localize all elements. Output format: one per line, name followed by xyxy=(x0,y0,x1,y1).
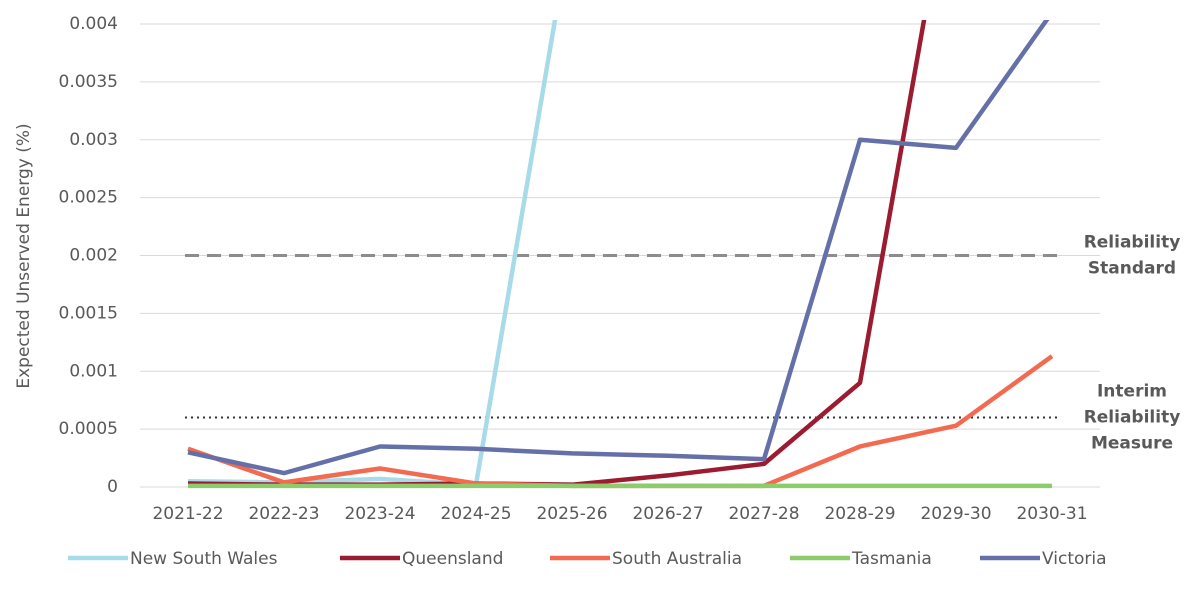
y-tick-label: 0.0035 xyxy=(59,72,118,92)
y-tick-label: 0.002 xyxy=(69,246,118,266)
reference-label: Interim xyxy=(1097,382,1167,402)
legend-label: Tasmania xyxy=(851,549,932,569)
x-tick-label: 2027-28 xyxy=(728,504,799,524)
reference-label: Measure xyxy=(1091,434,1173,454)
x-tick-label: 2029-30 xyxy=(920,504,991,524)
x-tick-label: 2024-25 xyxy=(440,504,511,524)
series-line xyxy=(187,20,927,487)
series-line xyxy=(187,354,1054,489)
reference-label: Reliability xyxy=(1084,408,1181,428)
legend-label: Queensland xyxy=(402,549,503,569)
series-line xyxy=(187,20,1050,476)
series-line xyxy=(187,20,558,487)
x-tick-label: 2028-29 xyxy=(824,504,895,524)
x-tick-label: 2021-22 xyxy=(152,504,223,524)
x-tick-label: 2022-23 xyxy=(248,504,319,524)
y-tick-label: 0 xyxy=(107,477,118,497)
x-tick-label: 2026-27 xyxy=(632,504,703,524)
y-axis-title: Expected Unserved Energy (%) xyxy=(14,123,34,388)
y-tick-label: 0.004 xyxy=(69,14,118,34)
legend-label: South Australia xyxy=(612,549,742,569)
y-tick-label: 0.0015 xyxy=(59,303,118,323)
x-tick-label: 2030-31 xyxy=(1016,504,1087,524)
legend-label: New South Wales xyxy=(130,549,278,569)
reference-label: Reliability xyxy=(1084,233,1181,253)
x-tick-label: 2023-24 xyxy=(344,504,415,524)
y-tick-label: 0.003 xyxy=(69,130,118,150)
x-tick-label: 2025-26 xyxy=(536,504,607,524)
y-tick-label: 0.0025 xyxy=(59,188,118,208)
y-tick-label: 0.0005 xyxy=(59,419,118,439)
legend-label: Victoria xyxy=(1042,549,1107,569)
plot-lines xyxy=(187,20,1054,489)
y-tick-label: 0.001 xyxy=(69,361,118,381)
reference-label: Standard xyxy=(1088,259,1176,279)
